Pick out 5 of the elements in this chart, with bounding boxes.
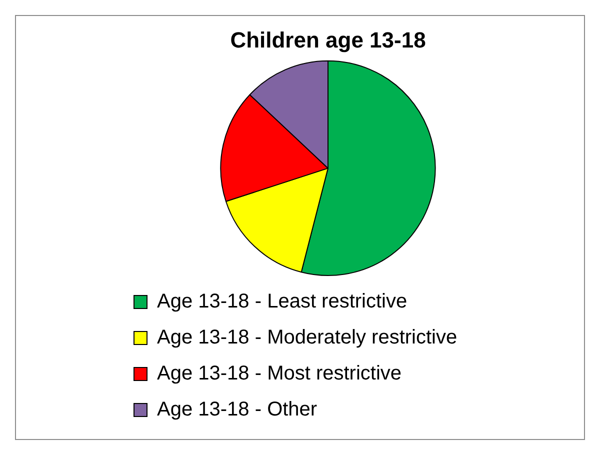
legend-label: Age 13-18 - Moderately restrictive [157,326,458,349]
legend-label: Age 13-18 - Other [157,398,318,421]
legend-label: Age 13-18 - Least restrictive [157,290,408,313]
legend-label: Age 13-18 - Most restrictive [157,362,402,385]
chart-title: Children age 13-18 [230,27,426,52]
